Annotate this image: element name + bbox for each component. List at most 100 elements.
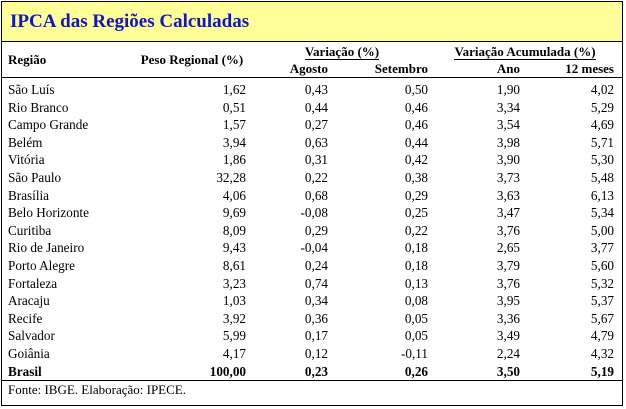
cell-regiao: São Paulo (8, 169, 62, 185)
header-ano: Ano (496, 61, 520, 76)
cell-ano: 3,76 (496, 275, 520, 291)
cell-setembro: 0,18 (404, 257, 428, 273)
cell-ano: 3,34 (496, 99, 520, 115)
cell-doze: 4,02 (590, 82, 614, 97)
cell-setembro: 0,46 (404, 117, 428, 133)
cell-regiao: Curitiba (8, 222, 52, 238)
total-cell-regiao: Brasil (8, 363, 42, 379)
cell-ano: 3,90 (496, 152, 520, 168)
cell-doze: 4,79 (590, 328, 614, 344)
cell-ano: 3,36 (496, 310, 520, 326)
cell-setembro: 0,18 (404, 240, 428, 256)
cell-setembro: 0,42 (404, 152, 428, 168)
cell-peso: 1,03 (222, 293, 246, 309)
cell-setembro: 0,50 (404, 82, 428, 97)
cell-peso: 1,62 (222, 82, 246, 97)
cell-setembro: -0,11 (401, 345, 428, 361)
table-row: Fortaleza 3,23 0,74 0,13 3,76 5,32 (2, 275, 622, 293)
header-variacao: Variação (%) (256, 42, 428, 61)
cell-ano: 3,98 (496, 134, 520, 150)
cell-peso: 8,09 (222, 222, 246, 238)
table-row: Curitiba 8,09 0,29 0,22 3,76 5,00 (2, 222, 622, 240)
table-row: Aracaju 1,03 0,34 0,08 3,95 5,37 (2, 292, 622, 310)
cell-agosto: 0,36 (304, 310, 328, 326)
cell-regiao: Rio Branco (8, 99, 69, 115)
cell-doze: 5,34 (590, 205, 614, 221)
cell-setembro: 0,25 (404, 205, 428, 221)
cell-doze: 5,71 (590, 134, 614, 150)
cell-peso: 1,86 (222, 152, 246, 168)
table-row: Brasília 4,06 0,68 0,29 3,63 6,13 (2, 187, 622, 205)
total-cell-doze: 5,19 (590, 363, 614, 379)
cell-agosto: 0,17 (304, 328, 328, 344)
cell-doze: 5,29 (590, 99, 614, 115)
total-cell-peso: 100,00 (209, 363, 246, 379)
cell-setembro: 0,44 (404, 134, 428, 150)
cell-regiao: São Luís (8, 82, 55, 97)
cell-setembro: 0,05 (404, 328, 428, 344)
cell-agosto: 0,27 (304, 117, 328, 133)
cell-doze: 4,69 (590, 117, 614, 133)
cell-peso: 4,06 (222, 187, 246, 203)
table-row: São Luís 1,62 0,43 0,50 1,90 4,02 (2, 78, 622, 99)
cell-agosto: 0,22 (304, 169, 328, 185)
cell-regiao: Salvador (8, 328, 55, 344)
header-row-1: Região Peso Regional (%) Variação (%) Va… (2, 42, 622, 67)
cell-regiao: Rio de Janeiro (8, 240, 85, 256)
cell-ano: 2,24 (496, 345, 520, 361)
table-row: Porto Alegre 8,61 0,24 0,18 3,79 5,60 (2, 257, 622, 275)
cell-doze: 3,77 (590, 240, 614, 256)
cell-doze: 5,48 (590, 169, 614, 185)
cell-regiao: Brasília (8, 187, 50, 203)
cell-setembro: 0,46 (404, 99, 428, 115)
header-peso: Peso Regional (%) (140, 52, 244, 67)
cell-peso: 8,61 (222, 257, 246, 273)
cell-ano: 3,76 (496, 222, 520, 238)
cell-peso: 9,69 (222, 205, 246, 221)
cell-regiao: Vitória (8, 152, 45, 168)
cell-agosto: 0,68 (304, 187, 328, 203)
title-bar: IPCA das Regiões Calculadas (2, 2, 622, 42)
cell-agosto: 0,74 (304, 275, 328, 291)
cell-doze: 6,13 (590, 187, 614, 203)
table-row: Rio de Janeiro 9,43 -0,04 0,18 2,65 3,77 (2, 239, 622, 257)
table-footer: Fonte: IBGE. Elaboração: IPECE. (8, 382, 186, 398)
cell-ano: 1,90 (496, 82, 520, 97)
cell-setembro: 0,05 (404, 310, 428, 326)
cell-doze: 5,30 (590, 152, 614, 168)
cell-agosto: 0,29 (304, 222, 328, 238)
cell-peso: 4,17 (222, 345, 246, 361)
table-row: Recife 3,92 0,36 0,05 3,36 5,67 (2, 310, 622, 328)
table-row: Goiânia 4,17 0,12 -0,11 2,24 4,32 (2, 345, 622, 363)
cell-regiao: Recife (8, 310, 43, 326)
cell-setembro: 0,13 (404, 275, 428, 291)
header-12-meses: 12 meses (565, 61, 614, 76)
cell-regiao: Belém (8, 134, 43, 150)
header-acumulada-label: Variação Acumulada (%) (454, 44, 596, 60)
header-variacao-label: Variação (%) (304, 44, 380, 60)
ipca-table: Região Peso Regional (%) Variação (%) Va… (2, 42, 622, 381)
total-cell-ano: 3,50 (496, 363, 520, 379)
cell-ano: 3,63 (496, 187, 520, 203)
table-row: Salvador 5,99 0,17 0,05 3,49 4,79 (2, 327, 622, 345)
total-row: Brasil 100,00 0,23 0,26 3,50 5,19 (2, 363, 622, 381)
table-row: Belo Horizonte 9,69 -0,08 0,25 3,47 5,34 (2, 204, 622, 222)
cell-ano: 3,49 (496, 328, 520, 344)
cell-doze: 5,00 (590, 222, 614, 238)
cell-regiao: Goiânia (8, 345, 50, 361)
cell-peso: 32,28 (216, 169, 246, 185)
cell-agosto: 0,12 (304, 345, 328, 361)
cell-setembro: 0,22 (404, 222, 428, 238)
total-cell-setembro: 0,26 (404, 363, 428, 379)
table-body: São Luís 1,62 0,43 0,50 1,90 4,02 Rio Branco 0,… (2, 78, 622, 381)
cell-agosto: -0,08 (300, 205, 328, 221)
cell-ano: 3,73 (496, 169, 520, 185)
cell-agosto: 0,34 (304, 293, 328, 309)
cell-agosto: 0,43 (304, 82, 328, 97)
cell-doze: 5,67 (590, 310, 614, 326)
cell-peso: 5,99 (222, 328, 246, 344)
cell-peso: 3,92 (222, 310, 246, 326)
cell-regiao: Fortaleza (8, 275, 58, 291)
cell-peso: 3,23 (222, 275, 246, 291)
